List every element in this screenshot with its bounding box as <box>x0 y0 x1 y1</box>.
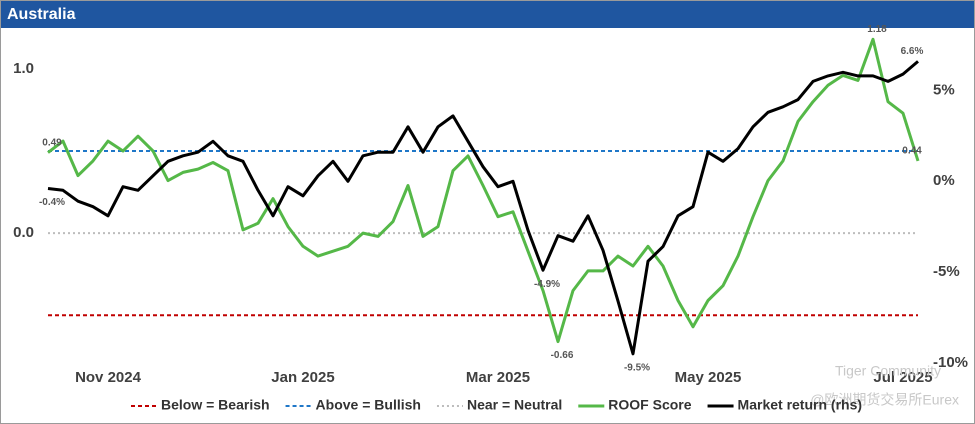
value-label: -0.4% <box>39 197 65 208</box>
y-tick-label: 0.0 <box>13 224 34 241</box>
legend-label: Above = Bullish <box>316 397 421 413</box>
y2-tick-label: 5% <box>933 81 955 98</box>
value-label: -9.5% <box>624 362 650 373</box>
legend-label: ROOF Score <box>608 397 691 413</box>
value-label: 0.44 <box>902 145 922 156</box>
y2-tick-label: -10% <box>933 354 968 371</box>
line-series <box>47 60 919 356</box>
watermark: Tiger Community <box>835 363 941 379</box>
legend-label: Market return (rhs) <box>738 397 862 413</box>
x-tick-label: May 2025 <box>675 369 742 386</box>
x-tick-label: Mar 2025 <box>466 369 530 386</box>
legend-label: Below = Bearish <box>161 397 270 413</box>
y2-tick-label: 0% <box>933 172 955 189</box>
value-label: -4.9% <box>534 279 560 290</box>
legend-label: Near = Neutral <box>467 397 562 413</box>
y2-tick-label: -5% <box>933 263 960 280</box>
value-label: -0.66 <box>551 350 574 361</box>
x-tick-label: Jul 2025 <box>873 369 932 386</box>
value-label: 1.18 <box>867 24 887 35</box>
y-tick-label: 1.0 <box>13 60 34 77</box>
x-tick-label: Nov 2024 <box>75 369 142 386</box>
value-label: 6.6% <box>901 46 924 57</box>
watermark: @欧洲期货交易所Eurex <box>810 392 959 408</box>
header-title: Australia <box>1 1 974 28</box>
value-label: 0.49 <box>42 137 62 148</box>
x-tick-label: Jan 2025 <box>271 369 334 386</box>
line-series <box>47 37 920 344</box>
